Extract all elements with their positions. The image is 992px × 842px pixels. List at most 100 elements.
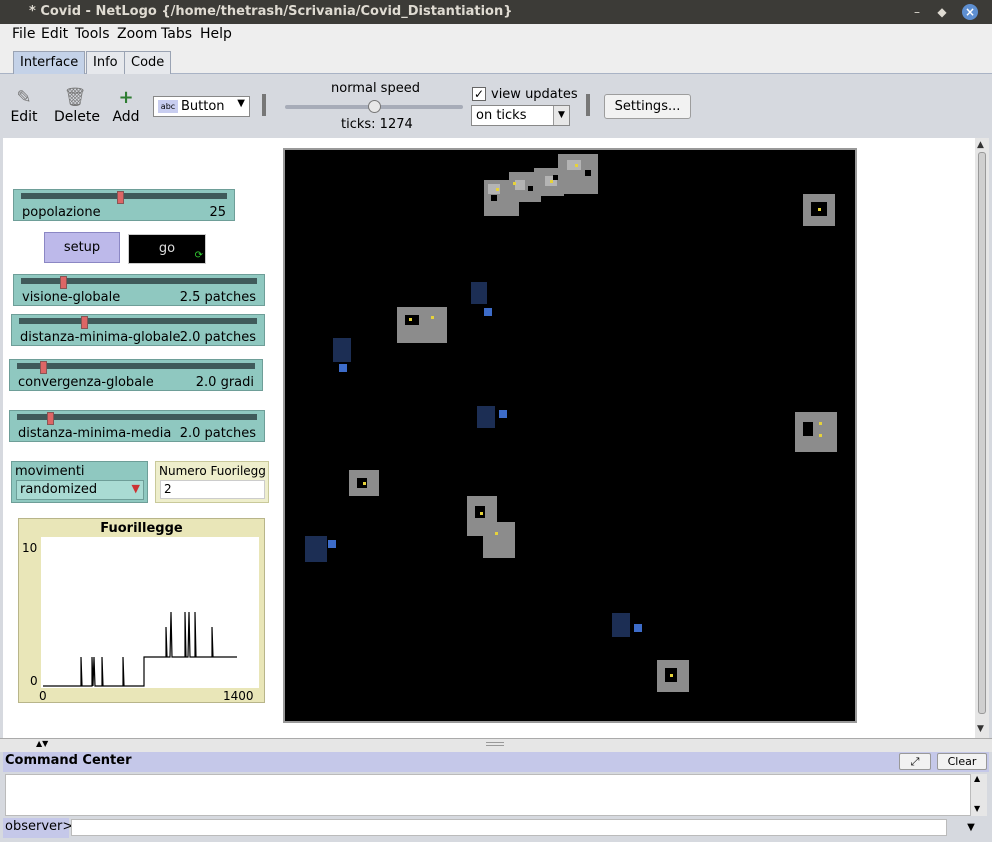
command-input[interactable] (71, 819, 947, 836)
tab-info[interactable]: Info (86, 51, 125, 74)
toolbar: ✎ Edit 🗑 Delete + Add abc Button ▼ norma… (0, 74, 992, 138)
input-numero-fuorilegge[interactable]: Numero Fuorilegg... 2 (155, 461, 269, 503)
widget-type-select[interactable]: abc Button ▼ (153, 96, 250, 117)
view-updates-checkbox[interactable]: ✓ (472, 87, 486, 101)
plot-area (41, 537, 259, 688)
slider-knob[interactable] (81, 316, 89, 329)
turtle-cluster-gap (803, 422, 813, 436)
add-button[interactable]: + Add (111, 87, 141, 125)
scroll-down-icon[interactable]: ▼ (974, 804, 981, 813)
add-label: Add (112, 109, 140, 125)
panel-splitter[interactable]: ▲▼ (0, 738, 992, 752)
slider-knob[interactable] (40, 361, 48, 374)
slider-knob[interactable] (47, 412, 55, 425)
plot-xmin: 0 (39, 689, 47, 703)
observer-label[interactable]: observer> (3, 818, 73, 838)
slider-name: popolazione (22, 205, 101, 220)
slider-name: distanza-minima-globale (20, 330, 181, 345)
close-icon[interactable]: × (962, 4, 978, 20)
forever-icon: ⟳ (194, 250, 203, 261)
menu-file[interactable]: File (12, 26, 36, 42)
slider-value: 25 (209, 205, 226, 220)
button-widget-icon: abc (158, 100, 178, 113)
chooser-select[interactable]: randomized ▼ (16, 480, 144, 500)
edit-button[interactable]: ✎ Edit (10, 87, 38, 125)
command-output-scrollbar[interactable]: ▲ ▼ (971, 774, 987, 816)
chevron-down-icon: ▼ (553, 106, 569, 125)
slider-track (17, 414, 257, 420)
command-center-header: Command Center ⤢ Clear (3, 752, 989, 772)
widget-type-value: Button (181, 99, 225, 114)
input-field[interactable]: 2 (160, 480, 265, 499)
infected-dots (363, 164, 822, 677)
plot-ymin: 0 (30, 674, 38, 688)
turtle-cluster (397, 307, 447, 343)
slider-distanza-minima-media[interactable]: distanza-minima-media 2.0 patches (9, 410, 265, 442)
scroll-up-icon[interactable]: ▲ (974, 774, 981, 783)
plot-title: Fuorillegge (100, 521, 183, 536)
settings-button[interactable]: Settings... (604, 94, 691, 119)
chooser-movimenti[interactable]: movimenti randomized ▼ (11, 461, 148, 503)
go-label: go (158, 241, 176, 256)
speed-slider-knob[interactable] (368, 100, 381, 113)
slider-popolazione[interactable]: popolazione 25 (13, 189, 235, 221)
slider-value: 2.0 gradi (195, 375, 254, 390)
tab-interface[interactable]: Interface (13, 51, 86, 74)
title-bar: * Covid - NetLogo {/home/thetrash/Scriva… (0, 0, 992, 24)
go-button[interactable]: go ⟳ (128, 234, 206, 264)
menu-tabs[interactable]: Tabs (161, 26, 192, 42)
scrollbar-thumb[interactable] (978, 152, 986, 714)
input-name: Numero Fuorilegg... (159, 464, 267, 478)
plus-icon: + (118, 87, 134, 108)
command-output[interactable] (5, 774, 971, 816)
update-mode-value: on ticks (476, 108, 527, 123)
menu-help[interactable]: Help (200, 26, 232, 42)
plot-fuorillegge: Fuorillegge 10 0 0 1400 (18, 518, 265, 703)
interface-scrollbar[interactable]: ▲ ▼ (975, 138, 989, 738)
setup-button[interactable]: setup (44, 232, 120, 263)
slider-knob[interactable] (116, 191, 124, 204)
turtle-cluster (795, 412, 837, 452)
chooser-name: movimenti (15, 464, 85, 479)
update-mode-select[interactable]: on ticks ▼ (471, 105, 570, 126)
slider-visione-globale[interactable]: visione-globale 2.5 patches (13, 274, 265, 306)
blue-targets (328, 308, 642, 632)
plot-canvas: 10 0 0 1400 (22, 537, 259, 703)
expand-icon[interactable]: ⤢ (899, 753, 931, 770)
slider-distanza-minima-globale[interactable]: distanza-minima-globale 2.0 patches (11, 314, 265, 346)
turtle-cluster-gaps (491, 170, 591, 201)
slider-name: distanza-minima-media (18, 426, 172, 441)
scroll-down-icon[interactable]: ▼ (977, 724, 984, 734)
slider-track (21, 278, 257, 284)
turtle-cluster-gap (357, 478, 367, 488)
chevron-down-icon: ▼ (237, 98, 245, 109)
tab-code[interactable]: Code (124, 51, 172, 74)
plot-ymax: 10 (22, 541, 37, 555)
plot-line-fuorilegge (43, 611, 237, 687)
minimize-icon[interactable]: – (914, 5, 920, 19)
menu-edit[interactable]: Edit (41, 26, 69, 42)
command-center-title: Command Center (5, 753, 132, 768)
menu-bar: File Edit Tools Zoom Tabs Help (0, 24, 992, 45)
blue-turtles (305, 282, 630, 637)
menu-zoom[interactable]: Zoom (117, 26, 158, 42)
slider-convergenza-globale[interactable]: convergenza-globale 2.0 gradi (9, 359, 263, 391)
command-input-row: observer> ▼ (3, 816, 989, 840)
slider-value: 2.5 patches (179, 290, 256, 305)
delete-button[interactable]: 🗑 Delete (54, 87, 100, 125)
slider-knob[interactable] (59, 276, 67, 289)
ticks-counter: ticks: 1274 (341, 117, 413, 132)
edit-label: Edit (10, 109, 38, 125)
menu-tools[interactable]: Tools (75, 26, 110, 42)
clear-button[interactable]: Clear (937, 753, 987, 770)
world-view[interactable] (283, 148, 857, 723)
delete-label: Delete (54, 109, 100, 125)
splitter-handle[interactable] (486, 742, 504, 746)
maximize-icon[interactable]: ◆ (937, 5, 947, 19)
scroll-up-icon[interactable]: ▲ (977, 140, 984, 150)
slider-track (17, 363, 255, 369)
splitter-arrows-icon[interactable]: ▲▼ (36, 739, 49, 748)
turtle-cluster (483, 522, 515, 558)
history-dropdown-icon[interactable]: ▼ (967, 822, 975, 833)
toolbar-separator (262, 94, 266, 116)
